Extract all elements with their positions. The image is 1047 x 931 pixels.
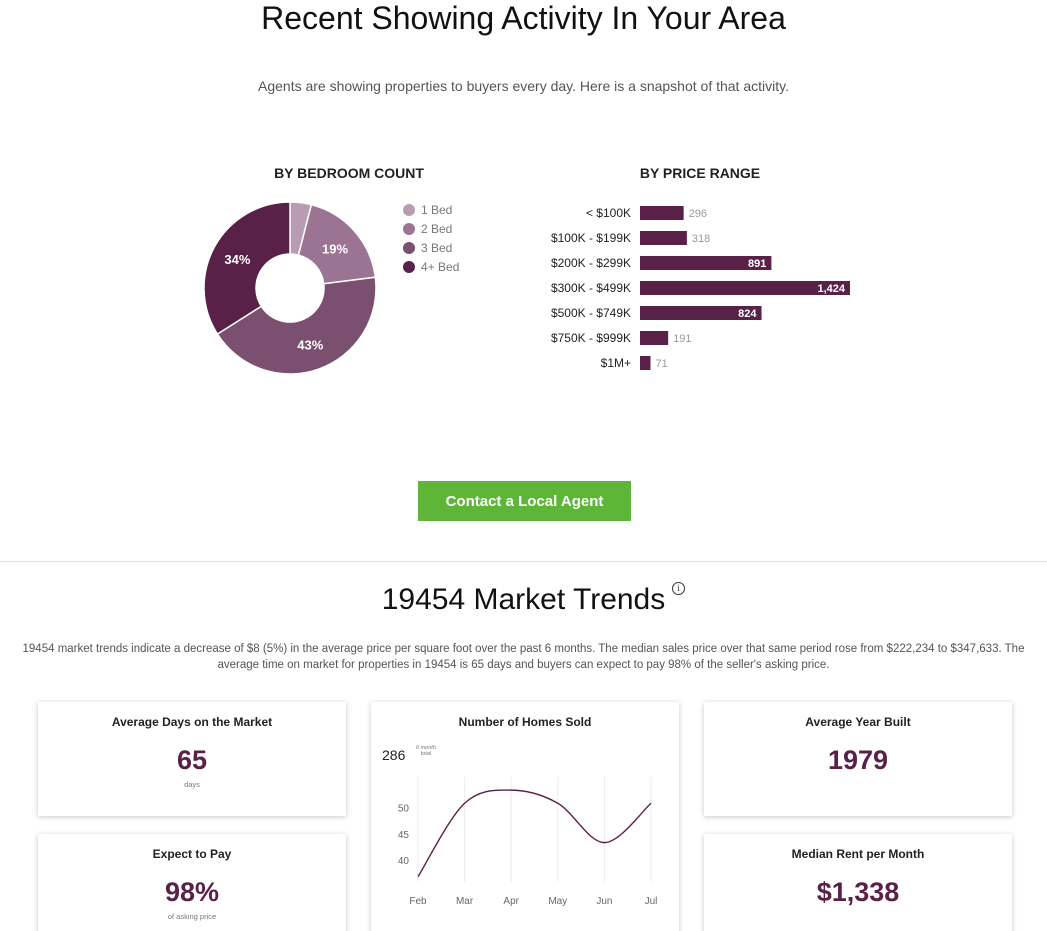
x-tick-label: Mar	[456, 896, 474, 907]
card-title: Expect to Pay	[152, 847, 232, 861]
price-bar-value: 891	[748, 258, 766, 270]
card-unit: of asking price	[167, 912, 217, 921]
price-range-label: $300K - $499K	[551, 281, 631, 295]
price-bar-value: 1,424	[817, 283, 845, 295]
market-trends-title: 19454 Market Trends	[381, 583, 666, 616]
card-value: 1979	[827, 745, 889, 775]
card-value: $1,338	[816, 877, 900, 907]
homes-sold-total-label: 6 month total	[416, 745, 436, 757]
price-bar	[640, 231, 687, 245]
price-bar-value: 191	[673, 333, 691, 345]
card-title: Number of Homes Sold	[458, 715, 592, 729]
card-homes-sold: Number of Homes Sold 286 6 month total Fe…	[371, 702, 679, 931]
y-tick-label: 50	[398, 804, 410, 815]
price-bar	[640, 306, 762, 320]
x-tick-label: Apr	[503, 896, 519, 907]
card-average-days: Average Days on the Market 65 days	[38, 702, 346, 816]
page-subtitle: Agents are showing properties to buyers …	[258, 78, 789, 94]
card-title: Median Rent per Month	[791, 847, 925, 861]
price-range-label: $200K - $299K	[551, 256, 631, 270]
homes-sold-total: 286	[382, 747, 406, 763]
price-bar	[640, 356, 651, 370]
price-bar-value: 296	[689, 208, 707, 220]
donut-slice	[216, 276, 377, 375]
bedroom-chart-title: BY BEDROOM COUNT	[274, 165, 424, 181]
price-range-label: $500K - $749K	[551, 306, 631, 320]
donut-slice-label: 19%	[322, 241, 348, 256]
legend-item-4-bed: 4+ Bed	[403, 257, 459, 276]
legend-dot	[403, 260, 415, 273]
card-value: 98%	[164, 877, 220, 907]
price-bar-value: 71	[655, 358, 667, 370]
price-bar	[640, 331, 669, 345]
legend-item-3-bed: 3 Bed	[403, 238, 459, 257]
price-range-label: $1M+	[601, 356, 631, 370]
legend-label: 3 Bed	[421, 240, 453, 255]
x-tick-label: May	[548, 896, 567, 907]
card-unit: days	[184, 780, 200, 789]
price-range-label: $750K - $999K	[551, 331, 631, 345]
card-title: Average Year Built	[805, 715, 911, 729]
legend-label: 4+ Bed	[421, 259, 460, 274]
card-median-rent: Median Rent per Month $1,338	[704, 834, 1012, 931]
price-range-label: < $100K	[586, 206, 631, 220]
info-icon[interactable]: i	[672, 582, 685, 595]
card-value: 65	[176, 745, 208, 775]
total-label-line1: 6 month	[416, 745, 436, 751]
legend-item-1-bed: 1 Bed	[403, 200, 459, 219]
card-expect-to-pay: Expect to Pay 98% of asking price	[38, 834, 346, 931]
homes-sold-line-chart: Feb Mar Apr May Jun Jul 40 45 50	[398, 777, 658, 907]
x-tick-label: Jun	[596, 896, 612, 907]
legend-dot	[403, 222, 415, 235]
total-label-line2: total	[420, 751, 432, 757]
legend-label: 2 Bed	[421, 221, 453, 236]
legend-item-2-bed: 2 Bed	[403, 219, 459, 238]
price-bar-value: 824	[738, 308, 757, 320]
bedroom-donut-chart: 19% 43% 34%	[203, 201, 377, 375]
legend-dot	[403, 241, 415, 254]
donut-slice-label: 43%	[297, 337, 323, 352]
donut-slice	[297, 203, 377, 285]
price-bar	[640, 281, 850, 295]
card-title: Average Days on the Market	[111, 715, 273, 729]
market-trends-description: 19454 market trends indicate a decrease …	[22, 643, 1025, 671]
homes-sold-line	[417, 789, 652, 878]
price-bar-value: 318	[692, 233, 710, 245]
price-bar	[640, 256, 772, 270]
card-average-year-built: Average Year Built 1979	[704, 702, 1012, 816]
page-title: Recent Showing Activity In Your Area	[261, 0, 786, 36]
contact-agent-button[interactable]: Contact a Local Agent	[418, 481, 631, 521]
y-tick-label: 40	[398, 856, 410, 867]
section-divider	[0, 561, 1047, 562]
legend-label: 1 Bed	[421, 202, 453, 217]
price-range-bar-chart: < $100K 296 $100K - $199K 318 $200K - $299K 8…	[551, 206, 850, 370]
donut-slice	[203, 201, 291, 336]
price-range-label: $100K - $199K	[551, 231, 631, 245]
bedroom-legend: 1 Bed 2 Bed 3 Bed 4+ Bed	[403, 200, 459, 276]
x-tick-label: Feb	[409, 896, 427, 907]
x-tick-label: Jul	[645, 896, 658, 907]
legend-dot	[403, 203, 415, 216]
donut-slice-label: 34%	[224, 252, 250, 267]
price-chart-title: BY PRICE RANGE	[639, 165, 761, 181]
price-bar	[640, 206, 684, 220]
y-tick-label: 45	[398, 830, 410, 841]
